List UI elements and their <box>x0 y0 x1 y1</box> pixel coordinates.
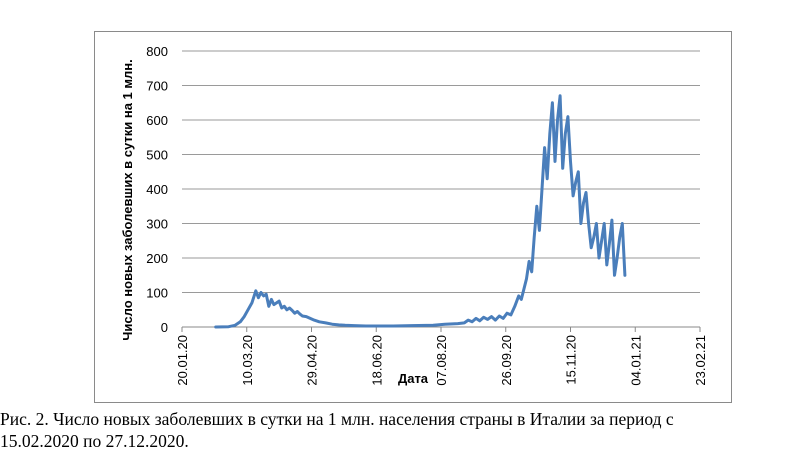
x-tick-label: 20.01.20 <box>175 335 190 386</box>
x-tick-label: 07.08.20 <box>434 335 449 386</box>
y-tick-labels: 0 100 200 300 400 500 600 700 800 <box>146 44 168 335</box>
x-tick-label: 04.01.21 <box>628 335 643 386</box>
x-tick-labels: 20.01.20 10.03.20 29.04.20 18.06.20 07.08.20… <box>175 335 708 386</box>
caption-line-2: 15.02.2020 по 27.12.2020. <box>0 431 189 451</box>
x-tick-label: 23.02.21 <box>693 335 708 386</box>
x-tick-label: 29.04.20 <box>305 335 320 386</box>
x-axis-title: Дата <box>398 371 429 386</box>
y-tick-label: 600 <box>146 113 168 128</box>
y-tick-label: 400 <box>146 182 168 197</box>
x-tick-label: 15.11.20 <box>564 335 579 385</box>
series-line <box>214 94 627 329</box>
y-tick-label: 800 <box>146 44 168 59</box>
x-tick-label: 26.09.20 <box>499 335 514 386</box>
y-axis-title: Число новых заболевших в сутки на 1 млн. <box>120 59 135 340</box>
x-tick-label: 18.06.20 <box>369 335 384 386</box>
y-tick-label: 300 <box>146 217 168 232</box>
figure-caption: Рис. 2. Число новых заболевших в сутки н… <box>0 408 811 452</box>
caption-line-1: Рис. 2. Число новых заболевших в сутки н… <box>0 409 674 429</box>
x-tick-label: 10.03.20 <box>240 335 255 386</box>
chart-frame <box>94 31 732 403</box>
y-tick-label: 700 <box>146 79 168 94</box>
y-tick-label: 0 <box>161 320 168 335</box>
y-tick-label: 100 <box>146 286 168 301</box>
y-tick-label: 500 <box>146 148 168 163</box>
series-group <box>214 94 627 329</box>
gridlines <box>181 50 701 332</box>
y-tick-label: 200 <box>146 251 168 266</box>
